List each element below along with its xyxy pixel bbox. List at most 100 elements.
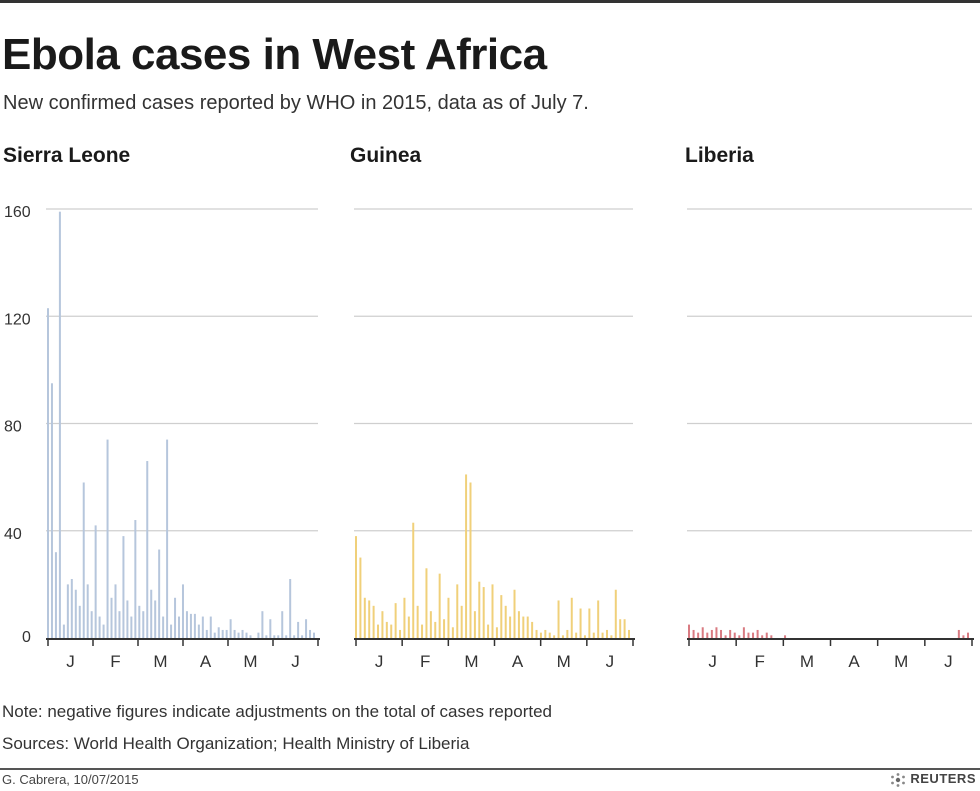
sierra-leone-bar-59 <box>281 611 284 638</box>
guinea-bar-17 <box>429 611 432 638</box>
sierra-leone-bar-29 <box>162 616 165 638</box>
liberia-bar-16 <box>761 635 764 638</box>
liberia-bar-18 <box>770 635 773 638</box>
guinea-bar-20 <box>443 619 446 638</box>
liberia-bar-15 <box>756 629 759 638</box>
sierra-leone-bar-20 <box>126 600 129 638</box>
guinea-bar-62 <box>628 629 630 638</box>
y-tick-label-120: 120 <box>4 311 31 328</box>
guinea-bar-56 <box>601 632 604 638</box>
bottom-rule <box>0 768 980 770</box>
sierra-leone-bar-8 <box>78 605 81 638</box>
sierra-leone-bar-6 <box>70 579 73 638</box>
small-multiples-chart: 40 80 120 160 0 J F M A M J J F M A M J J F M A M J <box>4 204 974 671</box>
guinea-bar-30 <box>487 624 490 638</box>
guinea-bar-51 <box>579 608 582 638</box>
sierra-leone-bar-28 <box>158 549 161 638</box>
guinea-bar-11 <box>403 597 406 638</box>
guinea-bar-24 <box>460 605 463 638</box>
guinea-bar-39 <box>526 616 529 638</box>
sierra-leone-bar-11 <box>90 611 93 638</box>
sierra-leone-bar-5 <box>66 584 69 638</box>
sierra-leone-bar-65 <box>305 619 308 638</box>
liberia-bar-13 <box>747 632 750 638</box>
guinea-bar-16 <box>425 568 428 638</box>
liberia-month-label-4: M <box>894 652 908 671</box>
liberia-bar-11 <box>738 635 741 638</box>
guinea-bar-61 <box>623 619 626 638</box>
guinea-bar-23 <box>456 584 459 638</box>
guinea-bar-6 <box>381 611 384 638</box>
sierra-leone-bar-32 <box>174 597 177 638</box>
guinea-bar-50 <box>575 632 578 638</box>
sierra-leone-bar-19 <box>122 536 125 638</box>
sierra-leone-bar-49 <box>241 629 244 638</box>
y-tick-label-160: 160 <box>4 204 31 221</box>
guinea-bar-29 <box>482 587 485 638</box>
liberia-bar-9 <box>729 629 732 638</box>
sierra-leone-bar-27 <box>154 600 157 638</box>
reuters-logo: REUTERS <box>889 771 976 788</box>
sierra-leone-bar-7 <box>74 589 77 638</box>
guinea-bar-53 <box>588 608 591 638</box>
liberia-bar-4 <box>706 632 709 638</box>
liberia-bar-1 <box>692 629 695 638</box>
byline: G. Cabrera, 10/07/2015 <box>2 772 139 787</box>
guinea-bar-5 <box>377 624 380 638</box>
liberia-month-label-0: J <box>708 652 717 671</box>
guinea-bar-48 <box>566 629 569 638</box>
guinea-bar-10 <box>399 629 402 638</box>
sierra-leone-bar-3 <box>58 211 61 638</box>
guinea-bar-7 <box>385 621 388 638</box>
guinea-bar-4 <box>372 605 375 638</box>
guinea-bar-14 <box>416 605 419 638</box>
guinea-bar-36 <box>513 589 516 638</box>
guinea-bar-31 <box>491 584 494 638</box>
sierra-leone-bar-9 <box>82 482 85 638</box>
guinea-bar-37 <box>517 611 520 638</box>
liberia-bar-3 <box>701 627 704 638</box>
liberia-bar-5 <box>710 629 713 638</box>
liberia-bar-17 <box>765 632 768 638</box>
sierra-leone-bar-47 <box>233 629 236 638</box>
sierra-leone-bar-0 <box>47 308 49 638</box>
sierra-leone-bar-33 <box>178 616 181 638</box>
sierra-leone-month-label-3: A <box>200 652 212 671</box>
liberia-month-label-3: A <box>848 652 860 671</box>
liberia-month-label-2: M <box>800 652 814 671</box>
sierra-leone-bar-57 <box>273 635 276 638</box>
footer-note: Note: negative figures indicate adjustme… <box>2 702 552 721</box>
sierra-leone-bar-42 <box>213 632 216 638</box>
guinea-bar-46 <box>557 600 560 638</box>
sierra-leone-bar-14 <box>102 624 105 638</box>
guinea-month-label-3: A <box>512 652 524 671</box>
sierra-leone-bar-4 <box>62 624 65 638</box>
guinea-bar-52 <box>583 635 586 638</box>
guinea-bar-60 <box>619 619 622 638</box>
guinea-bar-26 <box>469 482 472 638</box>
y-tick-label-40: 40 <box>4 526 22 543</box>
sierra-leone-bar-16 <box>110 597 113 638</box>
y-tick-label-80: 80 <box>4 419 22 436</box>
guinea-bar-41 <box>535 629 538 638</box>
brand-name: REUTERS <box>910 771 976 786</box>
guinea-bar-15 <box>421 624 424 638</box>
guinea-bar-40 <box>531 621 534 638</box>
liberia-month-label-1: F <box>755 652 765 671</box>
guinea-bar-19 <box>438 573 441 638</box>
sierra-leone-bar-1 <box>50 383 53 638</box>
sierra-leone-bar-45 <box>225 629 228 638</box>
sierra-leone-bar-54 <box>261 611 264 638</box>
sierra-leone-bar-10 <box>86 584 89 638</box>
guinea-bar-34 <box>504 605 507 638</box>
guinea-month-label-2: M <box>464 652 478 671</box>
sierra-leone-bar-31 <box>170 624 173 638</box>
sierra-leone-bar-18 <box>118 611 121 638</box>
sierra-leone-bar-13 <box>98 616 101 638</box>
guinea-bar-42 <box>539 632 542 638</box>
sierra-leone-bar-12 <box>94 525 97 638</box>
sierra-leone-bar-46 <box>229 619 232 638</box>
sierra-leone-bar-50 <box>245 632 248 638</box>
y-tick-label-0: 0 <box>22 629 31 646</box>
guinea-bar-57 <box>605 629 608 638</box>
